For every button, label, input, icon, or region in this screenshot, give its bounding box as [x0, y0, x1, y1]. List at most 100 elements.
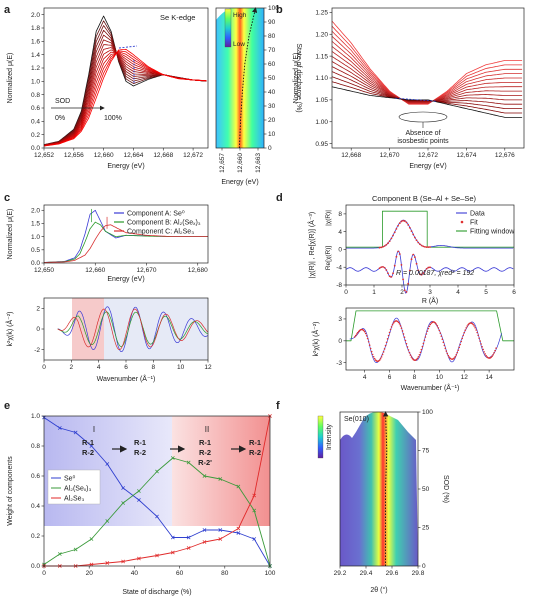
d-fit-point: [393, 231, 396, 234]
d-fit-point: [405, 221, 408, 224]
d-title: Component B (Se–Al + Se–Se): [372, 194, 477, 203]
d-fit-point: [425, 267, 428, 270]
b-ytick-label: 1.15: [315, 53, 328, 60]
d-fit-point: [415, 262, 418, 265]
d-k-fit-point: [407, 349, 410, 351]
c-exafs-line: [57, 308, 208, 351]
d-k-fit-point: [481, 346, 483, 348]
e-curves: [42, 414, 272, 568]
d-k-fit-point: [446, 352, 449, 355]
e-point: [105, 462, 110, 466]
b-xtick-label: 12,676: [495, 152, 515, 159]
d-rspace-xlabel: R (Å): [422, 296, 438, 305]
d-fit-point: [397, 250, 399, 253]
d-fit-point: [407, 223, 410, 226]
panel-label-f: f: [276, 400, 280, 412]
d-k-fit-point: [457, 349, 460, 351]
d-k-fit-point: [443, 344, 446, 347]
d-rspace-xtick-label: 5: [484, 289, 488, 296]
d-k-fit-point: [416, 357, 419, 360]
d-legend-label: Fitting window: [470, 229, 515, 236]
d-k-fit-point: [479, 340, 481, 342]
a-xtick-label: 12,652: [34, 152, 54, 159]
d-fit-point: [419, 273, 421, 276]
d-fit-point: [383, 266, 386, 269]
e-point: [155, 553, 159, 558]
d-k-fit-point: [404, 339, 407, 342]
d-k-fit-point: [385, 341, 388, 344]
e-point: [186, 546, 191, 550]
d-kspace-xtick-label: 4: [363, 374, 367, 381]
e-point: [121, 486, 125, 490]
c-xanes-ytick-label: 1.5: [31, 221, 40, 228]
d-k-fit-point: [365, 335, 368, 337]
d-k-fit-point: [426, 330, 429, 332]
e-xtick-label: 60: [176, 570, 184, 577]
e-region-name: I: [93, 425, 95, 434]
d-k-fit-point: [437, 327, 440, 329]
f-xlabel: 2θ (°): [370, 586, 387, 594]
d-k-fit-point: [477, 334, 479, 337]
f-xtick-label: 29.4: [360, 570, 373, 577]
e-legend-box: [47, 469, 101, 505]
d-fit-point: [413, 236, 416, 239]
e-point: [57, 426, 62, 430]
e-point: [186, 460, 191, 465]
d-fit-point: [417, 241, 420, 244]
b-annotation-1: Absence of: [405, 130, 440, 137]
d-k-fit-point: [381, 353, 384, 356]
e-point: [155, 469, 159, 474]
d-fit-point: [395, 227, 398, 230]
d-k-fit-point: [466, 325, 469, 327]
a-ytick-label: 1.0: [31, 79, 40, 86]
e-mechanism-label: R-1: [82, 438, 94, 447]
d-k-fit-point: [442, 341, 445, 344]
e-frame: [43, 415, 271, 567]
e-ytick-label: 0.2: [31, 533, 40, 540]
d-k-fit-point: [464, 329, 467, 331]
d-fit-point: [380, 246, 383, 249]
e-point: [137, 498, 141, 502]
d-k-fit-point: [391, 323, 394, 326]
d-k-fit-point: [459, 343, 462, 346]
a-map-ytick-label: 80: [268, 33, 276, 40]
d-k-fit-point: [388, 331, 391, 334]
e-ylabel: Weight of components: [7, 456, 14, 526]
e-point: [252, 537, 257, 541]
e-point: [202, 540, 207, 544]
e-mechanism-label: R-2: [249, 448, 261, 457]
d-fit-point: [412, 253, 415, 256]
e-point: [218, 477, 223, 481]
d-k-fit-point: [490, 356, 492, 359]
b-xtick-label: 12,670: [380, 152, 400, 159]
d-k-fit-point: [458, 346, 461, 349]
a-ytick-label: 0.0: [31, 145, 40, 152]
a-ytick-label: 1.2: [31, 65, 40, 72]
a-ytick-label: 0.8: [31, 92, 40, 99]
b-xtick-label: 12,672: [418, 152, 438, 159]
d-k-fit-point: [471, 322, 473, 325]
a-xlabel: Energy (eV): [107, 163, 144, 170]
e-xtick-label: 0: [42, 570, 46, 577]
e-point: [170, 535, 175, 540]
d-k-fit-point: [472, 323, 474, 326]
e-point: [137, 556, 141, 561]
d-k-fit-point: [405, 342, 408, 345]
d-k-fit-point: [410, 356, 413, 358]
e-point: [105, 519, 110, 523]
e-point: [236, 531, 241, 535]
d-k-fit-point: [476, 331, 478, 334]
d-fit-point: [415, 239, 418, 242]
a-xtick-label: 12,656: [64, 152, 84, 159]
a-xtick-label: 12,668: [153, 152, 173, 159]
d-k-fit-point: [411, 357, 414, 360]
c-xanes-frame: [43, 204, 209, 264]
d-k-fit-point: [438, 329, 441, 332]
d-k-fit-point: [448, 356, 451, 358]
d-fit-point: [383, 245, 386, 247]
a-xtick-label: 12,664: [124, 152, 144, 159]
chart-f: 29.2 29.4 29.6 29.80 25 50 75 100 Se(010) Inten…: [317, 409, 449, 594]
d-fit-point: [382, 265, 384, 268]
d-fit-point: [385, 243, 388, 246]
